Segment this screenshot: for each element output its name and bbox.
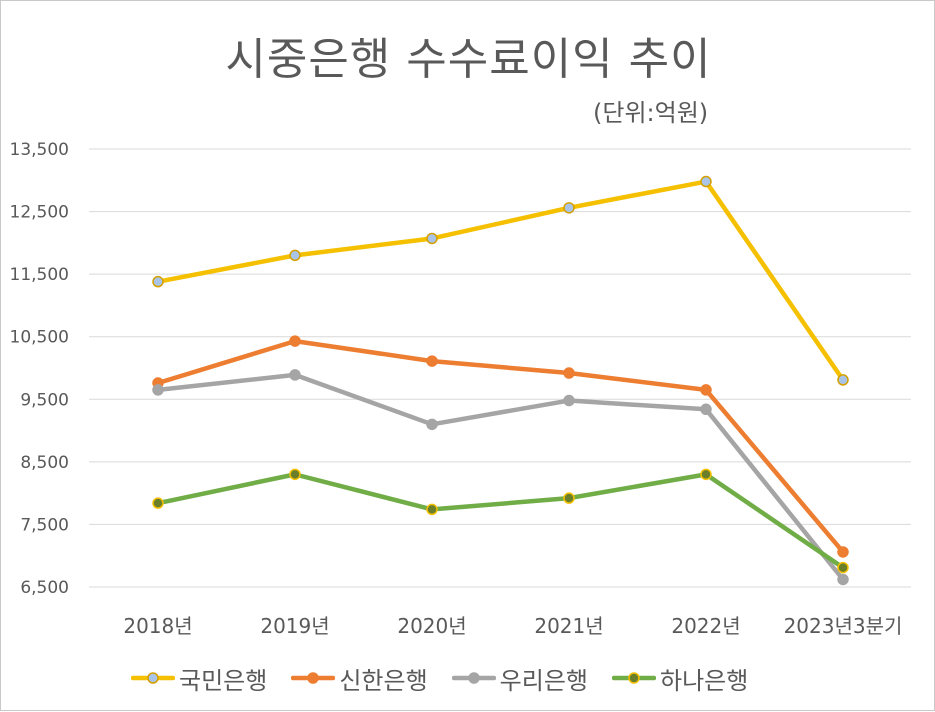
y-tick-label: 7,500 [20,515,69,535]
y-tick-label: 8,500 [20,453,69,473]
data-point-series-3 [289,369,301,381]
series-lines [155,179,846,582]
data-point-series-1 [152,275,164,288]
legend-label: 국민은행 [179,666,268,695]
data-point-series-2 [426,355,438,367]
data-point-series-4 [289,468,301,481]
series-line-3 [155,372,846,582]
legend-item-3: 우리은행 [451,661,588,696]
grid-lines [89,148,911,588]
x-tick-label: 2021년 [534,614,603,638]
legend: 국민은행 신한은행 우리은행 하나은행 [131,661,772,695]
legend-swatch [451,672,496,684]
legend-swatch [611,672,656,684]
y-axis-ticks: 6,500 7,500 8,500 9,500 10,500 11,500 12,500 13… [10,140,69,598]
chart-unit-note: (단위:억원) [593,99,709,127]
legend-item-4: 하나은행 [611,661,749,696]
y-tick-label: 9,500 [20,390,69,410]
y-tick-label: 11,500 [10,265,69,285]
data-point-series-4 [563,492,575,504]
chart-title: 시중은행 수수료이익 추이 [225,34,712,85]
legend-label: 하나은행 [659,666,749,695]
y-tick-label: 13,500 [10,140,69,160]
data-point-series-3 [563,394,575,407]
x-tick-label: 2020년 [397,614,466,638]
legend-item-2: 신한은행 [291,661,428,696]
data-point-series-4 [837,561,849,574]
series-line-1 [155,179,846,383]
legend-item-1: 국민은행 [131,661,267,696]
data-point-series-4 [152,497,164,509]
legend-swatch [291,672,336,684]
data-point-series-4 [426,503,438,516]
x-axis-ticks: 2018년 2019년 2020년 2021년 2022년 2023년3분기 [123,614,902,638]
data-point-series-1 [289,249,301,262]
legend-swatch [131,672,175,684]
data-point-series-3 [152,384,164,396]
legend-label: 우리은행 [499,666,588,695]
series-markers [152,175,849,586]
data-point-series-4 [700,468,712,481]
data-point-series-2 [700,384,712,396]
legend-label: 신한은행 [339,666,428,695]
series-line-4 [155,472,846,570]
data-point-series-1 [700,175,712,188]
data-point-series-3 [426,418,438,431]
x-tick-label: 2022년 [671,614,740,638]
data-point-series-3 [700,403,712,416]
data-point-series-2 [563,367,575,379]
data-point-series-2 [289,335,301,347]
data-point-series-1 [563,202,575,214]
x-tick-label: 2023년3분기 [784,614,903,638]
y-tick-label: 6,500 [20,578,69,598]
x-tick-label: 2019년 [260,614,329,638]
data-point-series-1 [426,232,438,245]
y-tick-label: 12,500 [10,203,69,223]
data-point-series-2 [837,546,849,558]
data-point-series-1 [837,374,849,386]
data-point-series-3 [837,573,849,586]
series-line-2 [155,338,846,555]
y-tick-label: 10,500 [10,328,69,348]
x-tick-label: 2018년 [123,614,192,638]
